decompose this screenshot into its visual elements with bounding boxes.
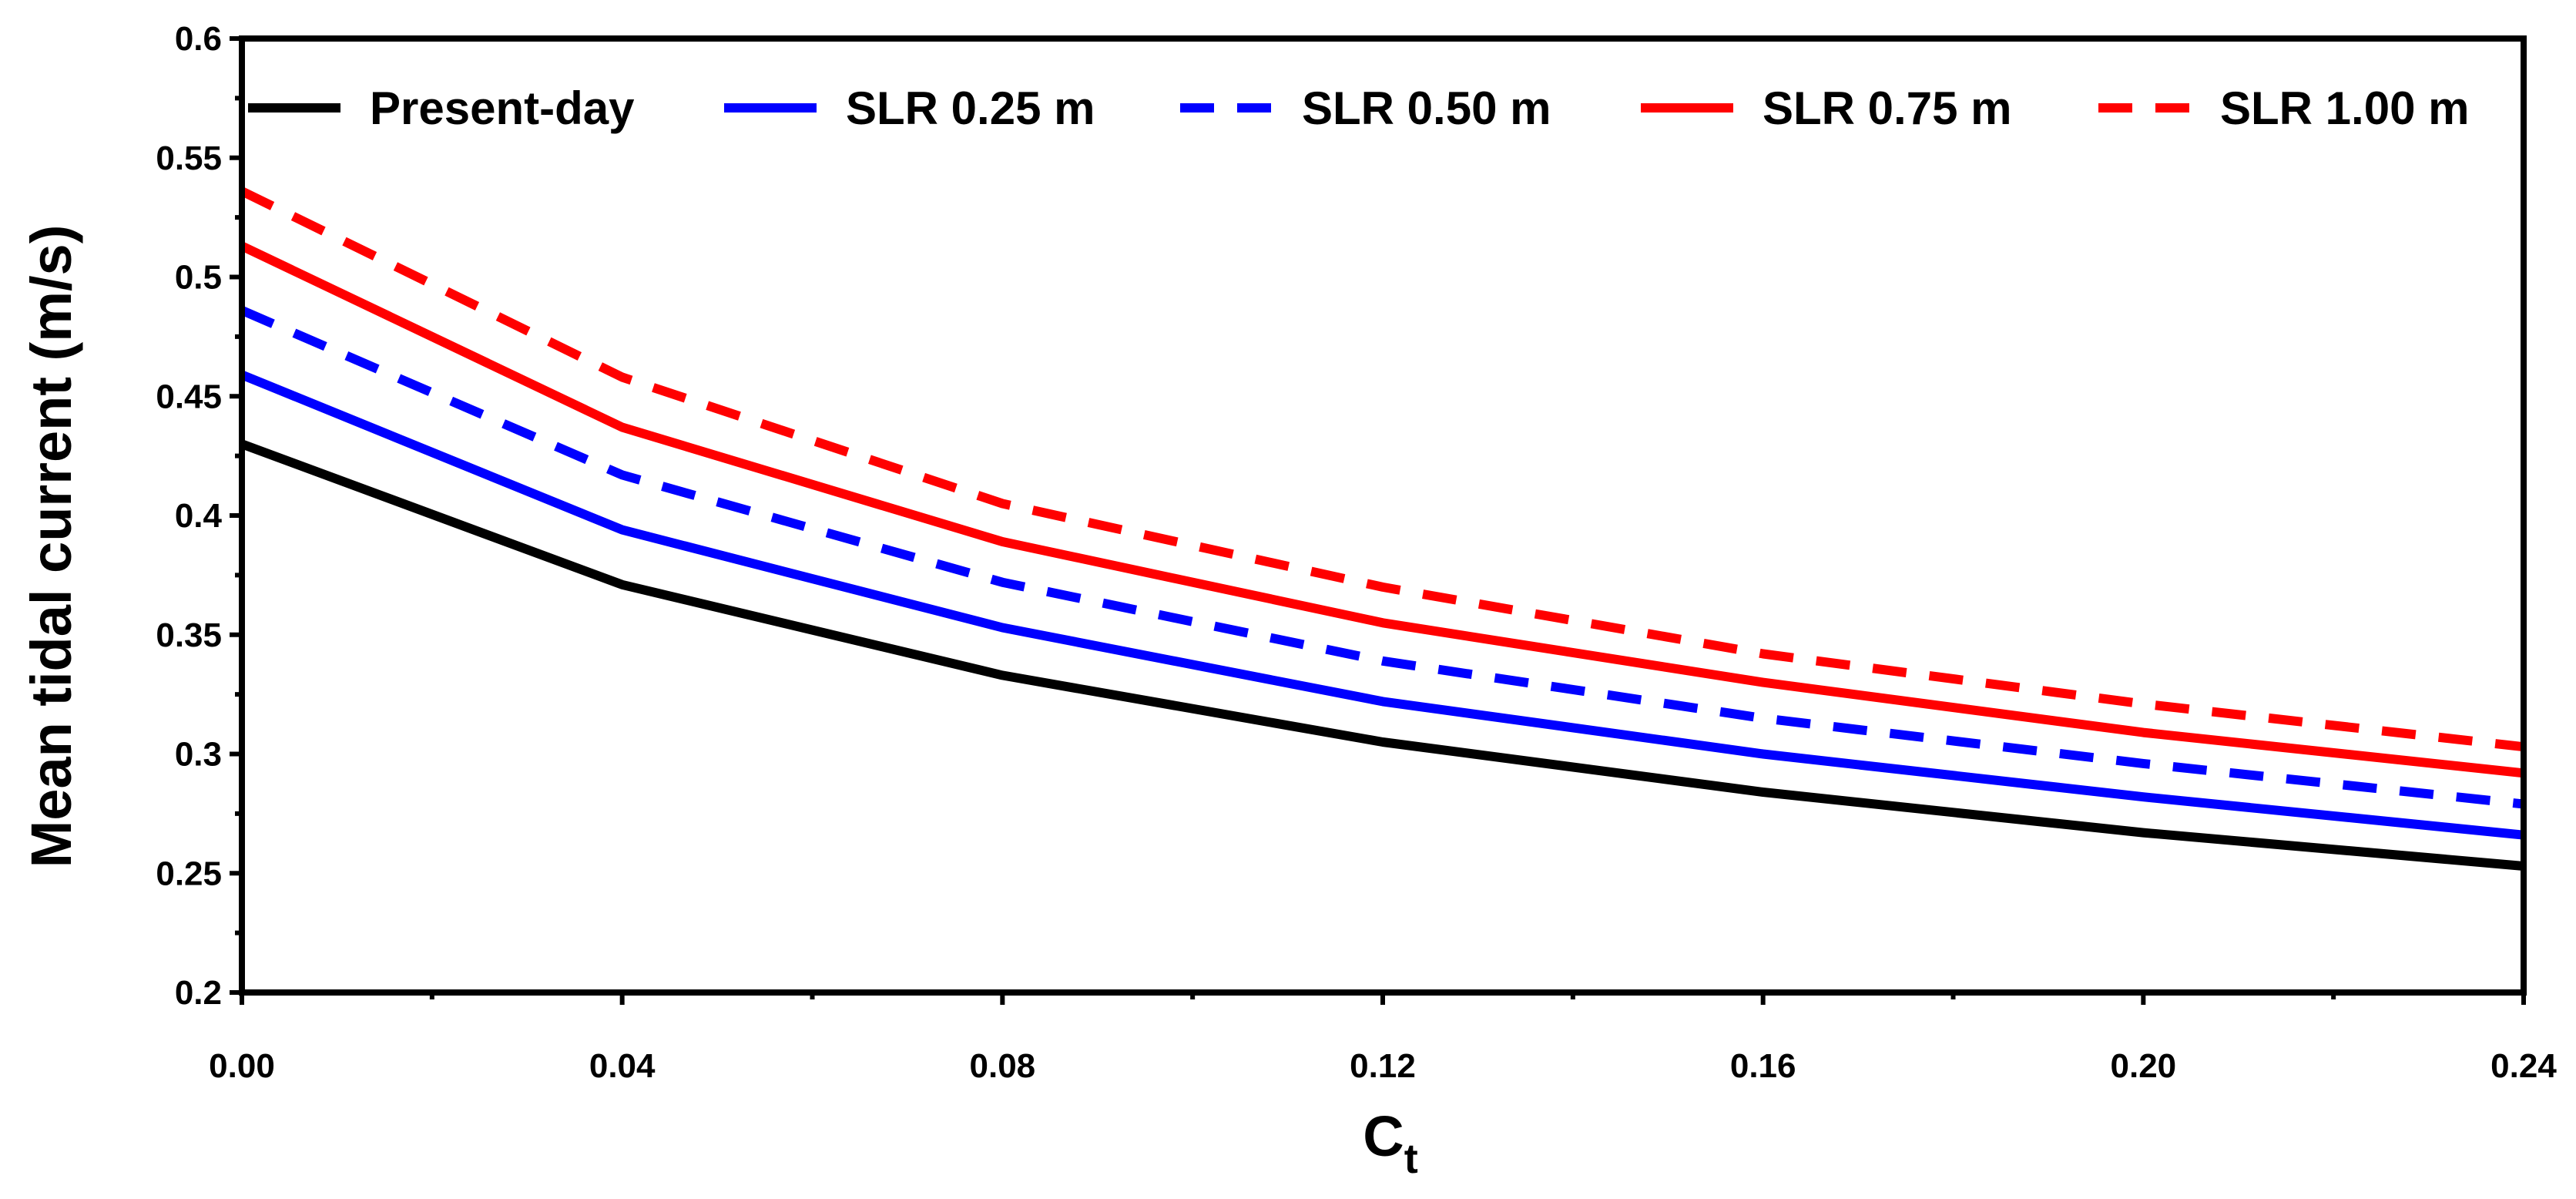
y-axis: 0.2 0.25 0.3 0.35 0.4 0.45 0.5 0.55 0.6: [156, 20, 242, 1012]
y-tick-label: 0.4: [175, 497, 223, 535]
x-axis: 0.00 0.04 0.08 0.12 0.16 0.20 0.24: [209, 992, 2557, 1085]
series-line-slr-0-50-m: [240, 306, 2524, 809]
y-tick-label: 0.45: [156, 378, 222, 415]
y-tick-label: 0.5: [175, 259, 222, 297]
x-tick-label: 0.08: [970, 1047, 1036, 1085]
legend-label: SLR 1.00 m: [2220, 82, 2469, 134]
x-tick-label: 0.24: [2490, 1047, 2557, 1085]
y-axis-title: Mean tidal current (m/s): [19, 225, 83, 868]
series-line-slr-1-00-m: [240, 186, 2524, 752]
y-tick-label: 0.3: [175, 736, 222, 774]
x-tick-label: 0.04: [589, 1047, 656, 1085]
x-tick-label: 0.12: [1350, 1047, 1416, 1085]
y-tick-label: 0.2: [175, 974, 222, 1012]
series-line-present-day: [240, 439, 2524, 871]
legend-label: Present-day: [370, 82, 635, 134]
y-tick-label: 0.6: [175, 20, 222, 58]
x-axis-title-subscript: t: [1404, 1136, 1418, 1182]
legend-label: SLR 0.25 m: [846, 82, 1095, 134]
legend-label: SLR 0.75 m: [1763, 82, 2011, 134]
y-tick-label: 0.35: [156, 616, 222, 654]
x-tick-label: 0.16: [1730, 1047, 1796, 1085]
legend-label: SLR 0.50 m: [1302, 82, 1551, 134]
x-tick-label: 0.00: [209, 1047, 275, 1085]
legend: Present-day SLR 0.25 m SLR 0.50 m SLR 0.75 …: [248, 82, 2469, 134]
series-layer: [240, 186, 2524, 871]
x-axis-title-main: C: [1363, 1104, 1404, 1168]
x-axis-title: Ct: [1363, 1104, 1417, 1182]
series-line-slr-0-75-m: [240, 241, 2524, 778]
series-line-slr-0-25-m: [240, 370, 2524, 840]
y-tick-label: 0.55: [156, 139, 222, 177]
y-tick-label: 0.25: [156, 855, 222, 892]
x-tick-label: 0.20: [2111, 1047, 2177, 1085]
